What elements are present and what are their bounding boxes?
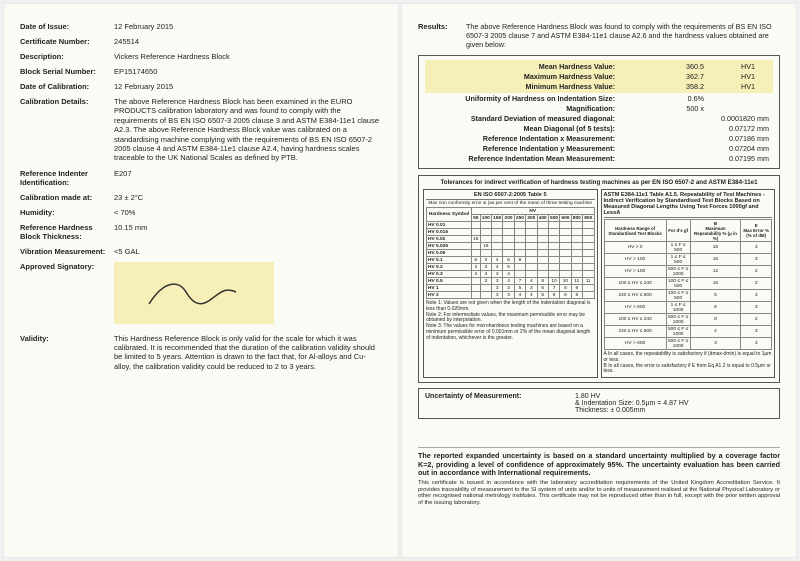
lbl-humidity: Humidity: [20, 208, 114, 217]
sd-v: 0.0001820 mm [681, 114, 773, 123]
iso-table: Hardness SymbolHV50100150200250300400500… [426, 207, 595, 299]
lbl-vib: Vibration Measurement: [20, 247, 114, 256]
mag-v: 500 x [648, 104, 708, 113]
lbl-validity: Validity: [20, 334, 114, 343]
lbl-calibdet: Calibration Details: [20, 97, 114, 106]
footer-small: This certificate is issued in accordance… [418, 480, 780, 507]
val-calibdet: The above Reference Hardness Block has b… [114, 97, 382, 163]
iso-title: EN ISO 6507-2:2005 Table 5 [426, 192, 595, 200]
uncertainty-box: Uncertainty of Measurement: 1.80 HV & In… [418, 388, 780, 419]
uncert-hv: 1.80 HV [575, 393, 773, 400]
val-datecal: 12 February 2015 [114, 82, 382, 91]
ry-v: 0.07204 mm [681, 144, 773, 153]
uncert-lbl: Uncertainty of Measurement: [425, 393, 575, 414]
lbl-serial: Block Serial Number: [20, 67, 114, 76]
tolerance-box: Tolerances for indirect verification of … [418, 175, 780, 383]
rm-lbl: Reference Indentation Mean Measurement: [425, 154, 615, 163]
rx-v: 0.07186 mm [681, 134, 773, 143]
lbl-cert: Certificate Number: [20, 37, 114, 46]
astm-title: ASTM E384-11e1 Table A1.5. Repeatability… [604, 192, 773, 218]
val-humidity: < 70% [114, 208, 382, 217]
results-box: Mean Hardness Value: 360.5 HV1 Maximum Har… [418, 55, 780, 169]
min-lbl: Minimum Hardness Value: [425, 82, 615, 91]
astm-foot: A In all cases, the repeatability is sat… [604, 352, 773, 375]
uncert-thk: Thickness: ± 0.005mm [575, 407, 773, 414]
rm-v: 0.07195 mm [681, 154, 773, 163]
val-calibat: 23 ± 2°C [114, 193, 382, 202]
mean-v: 360.5 [648, 62, 708, 71]
min-u: HV1 [741, 82, 773, 91]
left-page: Date of Issue:12 February 2015 Certifica… [4, 4, 398, 557]
unif-v: 0.6% [648, 94, 708, 103]
right-page: Results:The above Reference Hardness Blo… [402, 4, 796, 557]
val-desc: Vickers Reference Hardness Block [114, 52, 382, 61]
signature-box [114, 262, 274, 324]
lbl-datecal: Date of Calibration: [20, 82, 114, 91]
val-thick: 10.15 mm [114, 223, 382, 232]
min-v: 358.2 [648, 82, 708, 91]
val-validity: This Hardness Reference Block is only va… [114, 334, 382, 372]
iso-caption: Max non conformity error & (as per cent … [426, 201, 595, 206]
mean-lbl: Mean Hardness Value: [425, 62, 615, 71]
tol-notes: Note 1: Values are not given when the le… [426, 301, 595, 341]
lbl-thick: Reference Hardness Block Thickness: [20, 223, 114, 241]
val-vib: <5 GAL [114, 247, 382, 256]
lbl-refind: Reference Indenter Identification: [20, 169, 114, 187]
unif-lbl: Uniformity of Hardness on Indentation Si… [425, 94, 615, 103]
ry-lbl: Reference Indentation y Measurement: [425, 144, 615, 153]
val-serial: EP15174650 [114, 67, 382, 76]
astm-panel: ASTM E384-11e1 Table A1.5. Repeatability… [601, 189, 776, 378]
lbl-desc: Description: [20, 52, 114, 61]
iso-panel: EN ISO 6507-2:2005 Table 5 Max non confo… [423, 189, 598, 378]
rx-lbl: Reference Indentation x Measurement: [425, 134, 615, 143]
max-lbl: Maximum Hardness Value: [425, 72, 615, 81]
mean-u: HV1 [741, 62, 773, 71]
uncert-ind: & Indentation Size: 0.5µm = 4.87 HV [575, 400, 773, 407]
val-refind: E207 [114, 169, 382, 178]
sd-lbl: Standard Deviation of measured diagonal: [425, 114, 615, 123]
lbl-appsig: Approved Signatory: [20, 262, 114, 271]
tol-title: Tolerances for indirect verification of … [423, 179, 775, 186]
footer-bold: The reported expanded uncertainty is bas… [418, 447, 780, 478]
astm-table: Hardness Range of Standardised Test Bloc… [604, 219, 773, 350]
mag-lbl: Magnification: [425, 104, 615, 113]
lbl-calibat: Calibration made at: [20, 193, 114, 202]
md-v: 0.07172 mm [681, 124, 773, 133]
val-date-issue: 12 February 2015 [114, 22, 382, 31]
val-cert: 245514 [114, 37, 382, 46]
val-results: The above Reference Hardness Block was f… [466, 22, 780, 49]
lbl-date-issue: Date of Issue: [20, 22, 114, 31]
max-v: 362.7 [648, 72, 708, 81]
max-u: HV1 [741, 72, 773, 81]
lbl-results: Results: [418, 22, 466, 31]
md-lbl: Mean Diagonal (of 5 tests): [425, 124, 615, 133]
